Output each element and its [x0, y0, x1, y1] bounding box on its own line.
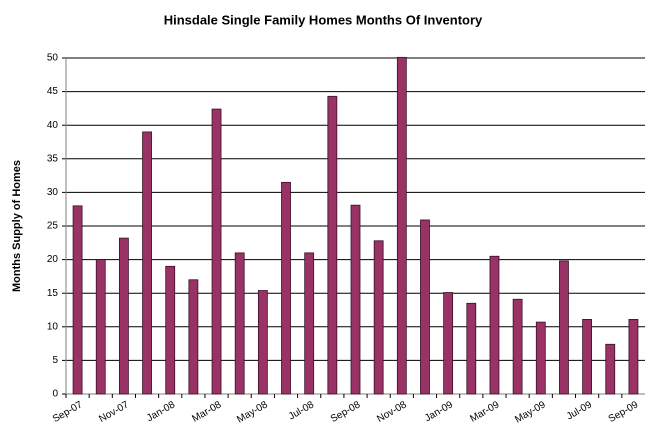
bar — [489, 255, 500, 395]
bar — [466, 302, 477, 395]
bar — [535, 321, 546, 395]
bar — [281, 181, 291, 395]
x-tick-label: May-08 — [235, 399, 270, 425]
x-tick-label: Mar-09 — [468, 399, 501, 425]
bar — [72, 205, 83, 395]
bar — [119, 237, 129, 395]
x-tick-label: Nov-07 — [97, 399, 131, 425]
bar — [396, 56, 407, 395]
bar — [628, 319, 639, 395]
bar — [234, 252, 245, 395]
bar — [443, 292, 454, 395]
y-tick-label: 25 — [47, 221, 59, 232]
bar — [304, 252, 315, 395]
bar — [350, 204, 361, 395]
bar — [188, 279, 199, 395]
y-tick-label: 40 — [47, 120, 59, 131]
bar — [165, 265, 176, 395]
x-tick-label: Nov-08 — [375, 399, 409, 425]
y-tick-label: 20 — [47, 254, 59, 265]
x-tick-label: Sep-07 — [51, 399, 85, 425]
bar — [582, 319, 592, 395]
bar — [211, 108, 222, 395]
x-tick-label: Sep-08 — [329, 399, 363, 425]
y-tick-label: 5 — [52, 355, 58, 366]
bar — [142, 131, 152, 395]
bar — [605, 343, 616, 395]
bar — [95, 259, 106, 395]
x-tick-label: Mar-08 — [190, 399, 223, 425]
x-tick-label: Sep-09 — [607, 399, 641, 425]
bar — [327, 95, 338, 395]
y-tick-label: 10 — [47, 321, 59, 332]
bar — [373, 240, 384, 395]
y-tick-label: 15 — [47, 288, 59, 299]
x-tick-label: May-09 — [513, 399, 548, 425]
y-tick-label: 30 — [47, 187, 59, 198]
x-tick-label: Jul-08 — [287, 399, 316, 422]
x-tick-label: Jul-09 — [565, 399, 594, 422]
y-axis-label: Months Supply of Homes — [11, 160, 23, 292]
bar — [559, 260, 569, 395]
y-tick-label: 35 — [47, 153, 59, 164]
y-tick-label: 50 — [47, 53, 59, 64]
x-tick-label: Jan-08 — [145, 399, 177, 424]
chart-title: Hinsdale Single Family Homes Months Of I… — [164, 12, 483, 27]
bar — [420, 219, 430, 395]
bar — [512, 298, 523, 395]
x-tick-label: Jan-09 — [423, 399, 455, 424]
y-tick-label: 0 — [52, 389, 58, 400]
y-tick-label: 45 — [47, 86, 59, 97]
bar — [257, 290, 268, 395]
